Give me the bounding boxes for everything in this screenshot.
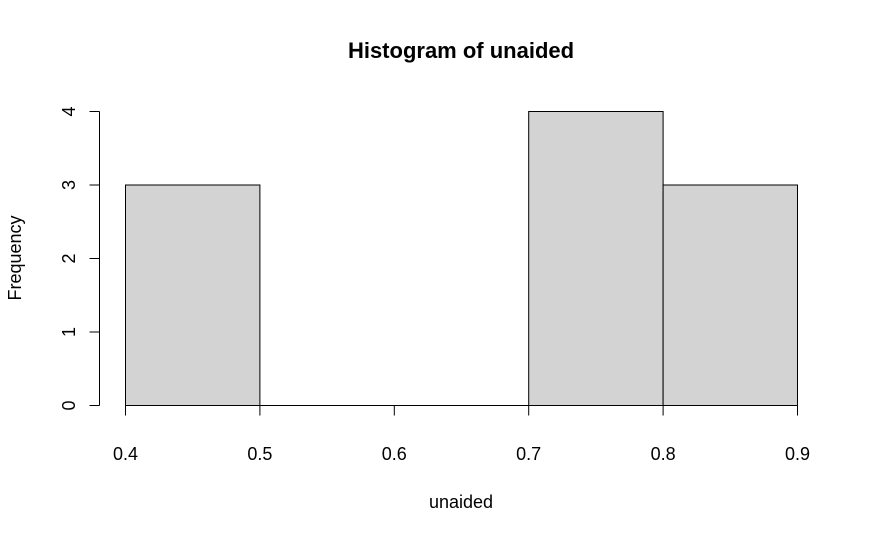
y-tick-label-0: 0 xyxy=(59,400,79,410)
x-tick-label-0: 0.4 xyxy=(113,444,138,464)
y-tick-label-2: 2 xyxy=(59,253,79,263)
histogram-bar-0 xyxy=(125,184,261,406)
histogram-bars xyxy=(125,111,798,406)
x-tick-label-3: 0.7 xyxy=(516,444,541,464)
y-tick-label-3: 3 xyxy=(59,180,79,190)
x-tick-label-1: 0.5 xyxy=(247,444,272,464)
x-tick-label-2: 0.6 xyxy=(382,444,407,464)
y-tick-label-4: 4 xyxy=(59,106,79,116)
x-axis-label: unaided xyxy=(429,492,493,512)
y-axis: 0 1 2 3 4 xyxy=(59,106,100,411)
x-axis: 0.4 0.5 0.6 0.7 0.8 0.9 xyxy=(113,405,810,464)
chart-title: Histogram of unaided xyxy=(348,38,574,63)
x-tick-label-5: 0.9 xyxy=(785,444,810,464)
histogram-bar-3 xyxy=(528,111,664,406)
y-tick-label-1: 1 xyxy=(59,327,79,337)
y-axis-label: Frequency xyxy=(5,215,25,300)
histogram-bar-4 xyxy=(662,184,798,406)
x-tick-label-4: 0.8 xyxy=(651,444,676,464)
